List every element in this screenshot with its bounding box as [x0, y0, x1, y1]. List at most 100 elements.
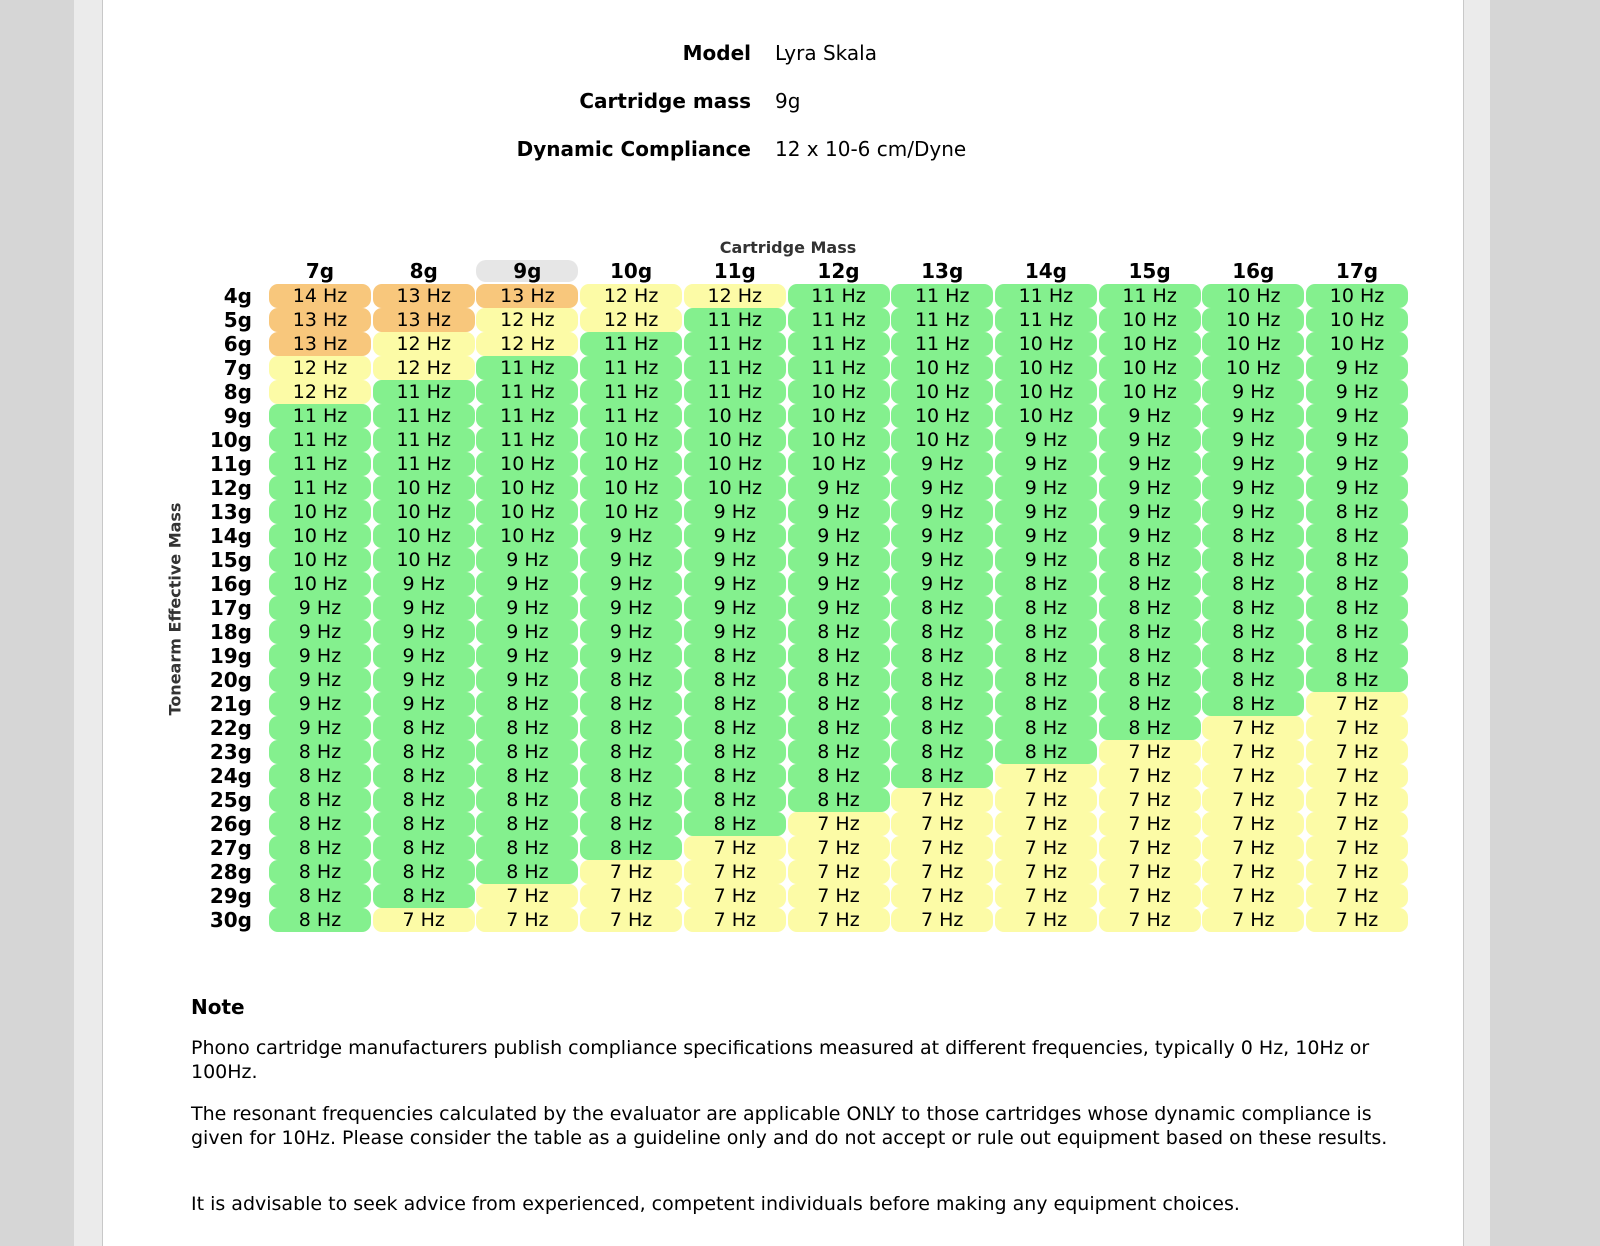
- table-cell: 8 Hz: [787, 788, 890, 812]
- table-cell: 11 Hz: [476, 356, 579, 380]
- table-cell: 11 Hz: [683, 308, 786, 332]
- table-cell: 10 Hz: [1098, 332, 1201, 356]
- table-cell: 8 Hz: [372, 812, 475, 836]
- table-cell: 9 Hz: [476, 668, 579, 692]
- table-cell: 9 Hz: [372, 572, 475, 596]
- table-cell: 11 Hz: [372, 452, 475, 476]
- table-cell: 7 Hz: [994, 884, 1097, 908]
- table-cell: 10 Hz: [1306, 332, 1408, 356]
- table-cell: 7 Hz: [372, 908, 475, 932]
- table-cell: 11 Hz: [994, 284, 1097, 308]
- table-cell: 8 Hz: [580, 692, 683, 716]
- column-title: Cartridge Mass: [719, 238, 857, 257]
- table-cell: 8 Hz: [372, 788, 475, 812]
- table-cell: 12 Hz: [476, 308, 579, 332]
- table-cell: 8 Hz: [994, 740, 1097, 764]
- table-cell: 8 Hz: [1202, 572, 1305, 596]
- table-cell: 8 Hz: [1306, 572, 1408, 596]
- row-header: 20g: [209, 668, 252, 692]
- table-cell: 9 Hz: [787, 548, 890, 572]
- table-cell: 10 Hz: [1098, 356, 1201, 380]
- table-cell: 9 Hz: [372, 620, 475, 644]
- row-header: 14g: [209, 524, 252, 548]
- table-cell: 9 Hz: [372, 668, 475, 692]
- row-header: 24g: [209, 764, 252, 788]
- table-cell: 12 Hz: [580, 308, 683, 332]
- table-cell: 8 Hz: [787, 644, 890, 668]
- table-cell: 7 Hz: [1098, 764, 1201, 788]
- table-cell: 11 Hz: [891, 284, 994, 308]
- row-header: 17g: [209, 596, 252, 620]
- table-cell: 10 Hz: [1202, 284, 1305, 308]
- table-cell: 9 Hz: [1202, 476, 1305, 500]
- info-label: Model: [682, 41, 751, 65]
- table-cell: 8 Hz: [683, 644, 786, 668]
- row-header: 23g: [209, 740, 252, 764]
- column-header: 16g: [1232, 259, 1275, 283]
- table-cell: 9 Hz: [1306, 380, 1408, 404]
- column-header: 13g: [921, 259, 964, 283]
- table-cell: 8 Hz: [580, 716, 683, 740]
- column-header: 8g: [409, 259, 438, 283]
- table-cell: 10 Hz: [1098, 308, 1201, 332]
- table-cell: 8 Hz: [787, 692, 890, 716]
- table-cell: 9 Hz: [1202, 380, 1305, 404]
- info-value: 12 x 10-6 cm/Dyne: [775, 137, 967, 161]
- table-cell: 8 Hz: [1306, 644, 1408, 668]
- table-cell: 8 Hz: [787, 668, 890, 692]
- table-cell: 9 Hz: [891, 476, 994, 500]
- note-paragraph: Phono cartridge manufacturers publish co…: [191, 1037, 1370, 1083]
- table-cell: 10 Hz: [269, 572, 371, 596]
- table-cell: 9 Hz: [476, 596, 579, 620]
- table-cell: 9 Hz: [372, 692, 475, 716]
- table-cell: 8 Hz: [1098, 716, 1201, 740]
- table-cell: 9 Hz: [683, 500, 786, 524]
- table-cell: 8 Hz: [891, 740, 994, 764]
- table-cell: 8 Hz: [891, 764, 994, 788]
- table-cell: 10 Hz: [476, 524, 579, 548]
- table-cell: 9 Hz: [994, 452, 1097, 476]
- table-cell: 9 Hz: [269, 644, 371, 668]
- table-cell: 9 Hz: [683, 572, 786, 596]
- table-cell: 8 Hz: [269, 836, 371, 860]
- column-header: 12g: [817, 259, 860, 283]
- table-cell: 9 Hz: [1098, 428, 1201, 452]
- table-cell: 8 Hz: [580, 788, 683, 812]
- table-cell: 11 Hz: [372, 380, 475, 404]
- row-header: 19g: [209, 644, 252, 668]
- table-cell: 8 Hz: [1098, 596, 1201, 620]
- table-cell: 8 Hz: [787, 716, 890, 740]
- table-cell: 9 Hz: [787, 476, 890, 500]
- table-cell: 10 Hz: [891, 404, 994, 428]
- table-cell: 10 Hz: [787, 380, 890, 404]
- table-cell: 10 Hz: [269, 524, 371, 548]
- table-cell: 7 Hz: [787, 908, 890, 932]
- column-header: 9g: [476, 260, 579, 282]
- table-cell: 10 Hz: [580, 428, 683, 452]
- table-cell: 13 Hz: [269, 332, 371, 356]
- table-cell: 11 Hz: [269, 404, 371, 428]
- table-cell: 10 Hz: [891, 428, 994, 452]
- table-cell: 9 Hz: [269, 668, 371, 692]
- table-cell: 9 Hz: [476, 620, 579, 644]
- table-cell: 8 Hz: [683, 764, 786, 788]
- table-cell: 7 Hz: [476, 884, 579, 908]
- table-cell: 11 Hz: [683, 332, 786, 356]
- table-cell: 7 Hz: [1306, 788, 1408, 812]
- table-cell: 8 Hz: [891, 668, 994, 692]
- table-cell: 8 Hz: [372, 764, 475, 788]
- row-header: 26g: [209, 812, 252, 836]
- row-header: 13g: [209, 500, 252, 524]
- column-header: 14g: [1024, 259, 1067, 283]
- table-cell: 10 Hz: [683, 404, 786, 428]
- info-value: 9g: [775, 89, 801, 113]
- table-cell: 10 Hz: [683, 452, 786, 476]
- table-cell: 7 Hz: [1202, 788, 1305, 812]
- table-cell: 8 Hz: [476, 764, 579, 788]
- table-cell: 7 Hz: [1306, 716, 1408, 740]
- table-cell: 11 Hz: [787, 356, 890, 380]
- table-cell: 8 Hz: [787, 620, 890, 644]
- table-cell: 10 Hz: [1202, 356, 1305, 380]
- table-cell: 7 Hz: [891, 884, 994, 908]
- table-cell: 12 Hz: [269, 356, 371, 380]
